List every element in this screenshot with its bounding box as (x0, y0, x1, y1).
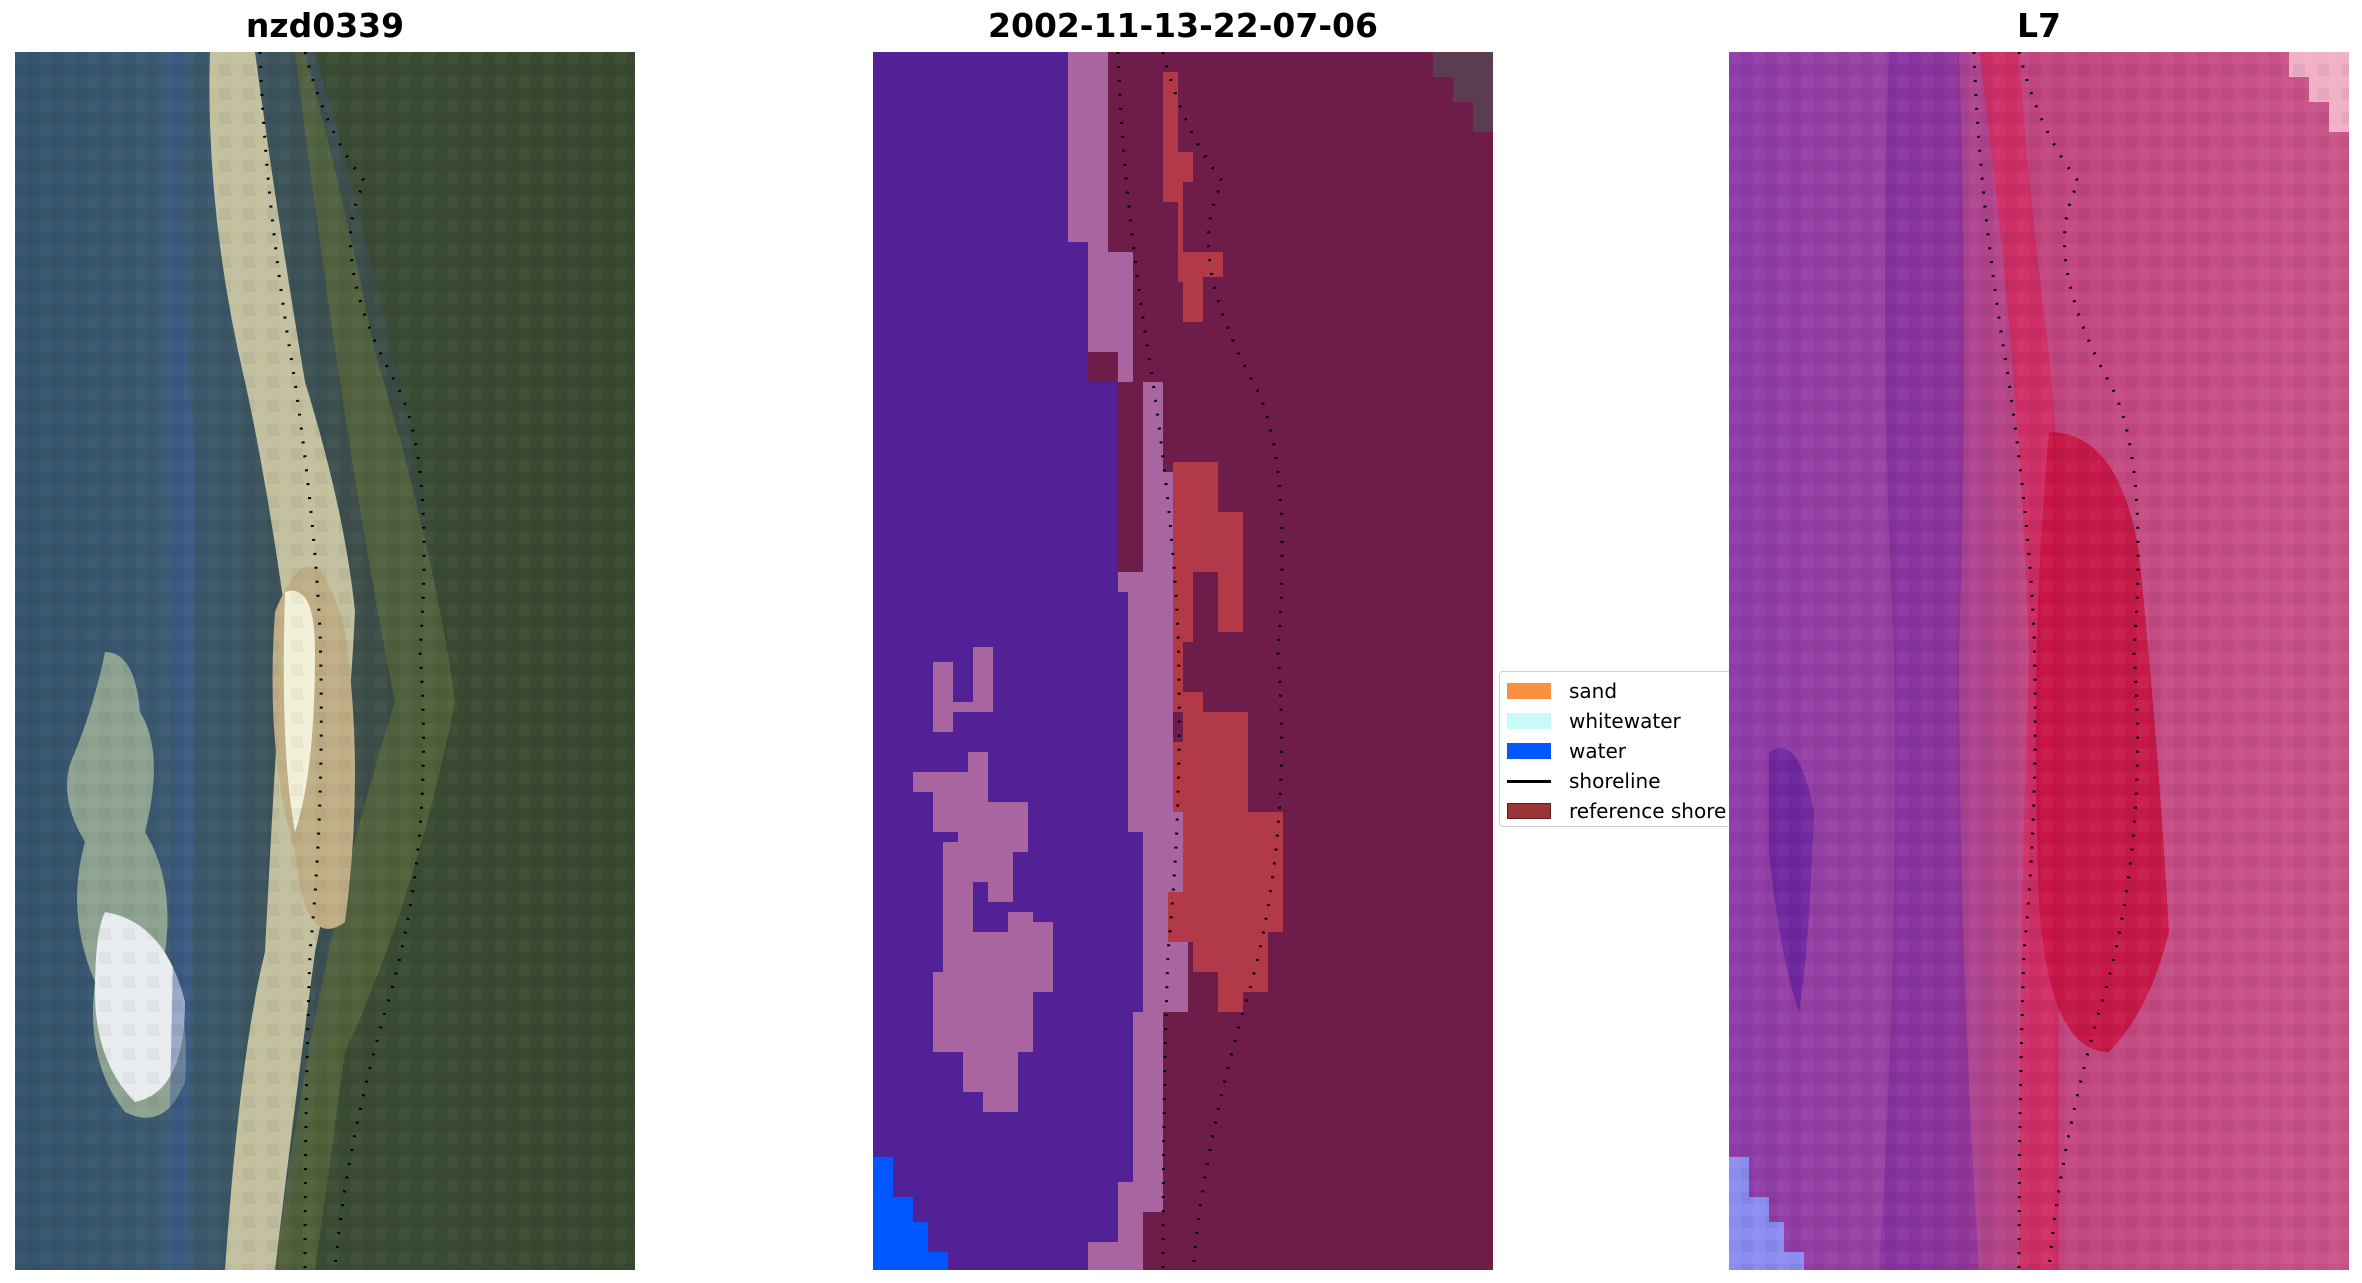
classified-image (873, 52, 1493, 1270)
reference-shore-swatch (1507, 803, 1551, 819)
legend-label-reference-shore: reference shore (1569, 799, 1727, 823)
index-image (1729, 52, 2349, 1270)
legend: sand whitewater water shoreline referenc… (1499, 671, 1739, 827)
legend-item-whitewater: whitewater (1507, 706, 1738, 736)
legend-label-sand: sand (1569, 679, 1618, 703)
legend-item-reference-shore: reference shore (1507, 796, 1738, 826)
legend-label-whitewater: whitewater (1569, 709, 1681, 733)
panel-title-date: 2002-11-13-22-07-06 (988, 6, 1378, 45)
legend-item-water: water (1507, 736, 1738, 766)
legend-label-water: water (1569, 739, 1626, 763)
rgb-image (15, 52, 635, 1270)
legend-item-shoreline: shoreline (1507, 766, 1738, 796)
legend-label-shoreline: shoreline (1569, 769, 1661, 793)
sand-swatch (1507, 683, 1551, 699)
water-swatch (1507, 743, 1551, 759)
panel-title-index: L7 (2017, 6, 2061, 45)
legend-item-sand: sand (1507, 676, 1738, 706)
shoreline-line (1507, 779, 1551, 783)
panel-title-rgb: nzd0339 (245, 6, 405, 45)
whitewater-swatch (1507, 713, 1551, 729)
